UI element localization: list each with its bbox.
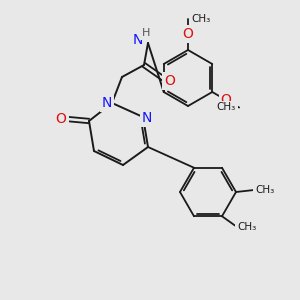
Text: N: N [133, 33, 143, 47]
Text: CH₃: CH₃ [191, 14, 210, 24]
Text: O: O [221, 93, 232, 107]
Text: O: O [165, 74, 176, 88]
Text: O: O [183, 27, 194, 41]
Text: O: O [56, 112, 66, 126]
Text: CH₃: CH₃ [255, 185, 274, 195]
Text: N: N [142, 111, 152, 125]
Text: H: H [142, 28, 150, 38]
Text: CH₃: CH₃ [237, 222, 256, 232]
Text: N: N [102, 96, 112, 110]
Text: CH₃: CH₃ [217, 103, 236, 112]
